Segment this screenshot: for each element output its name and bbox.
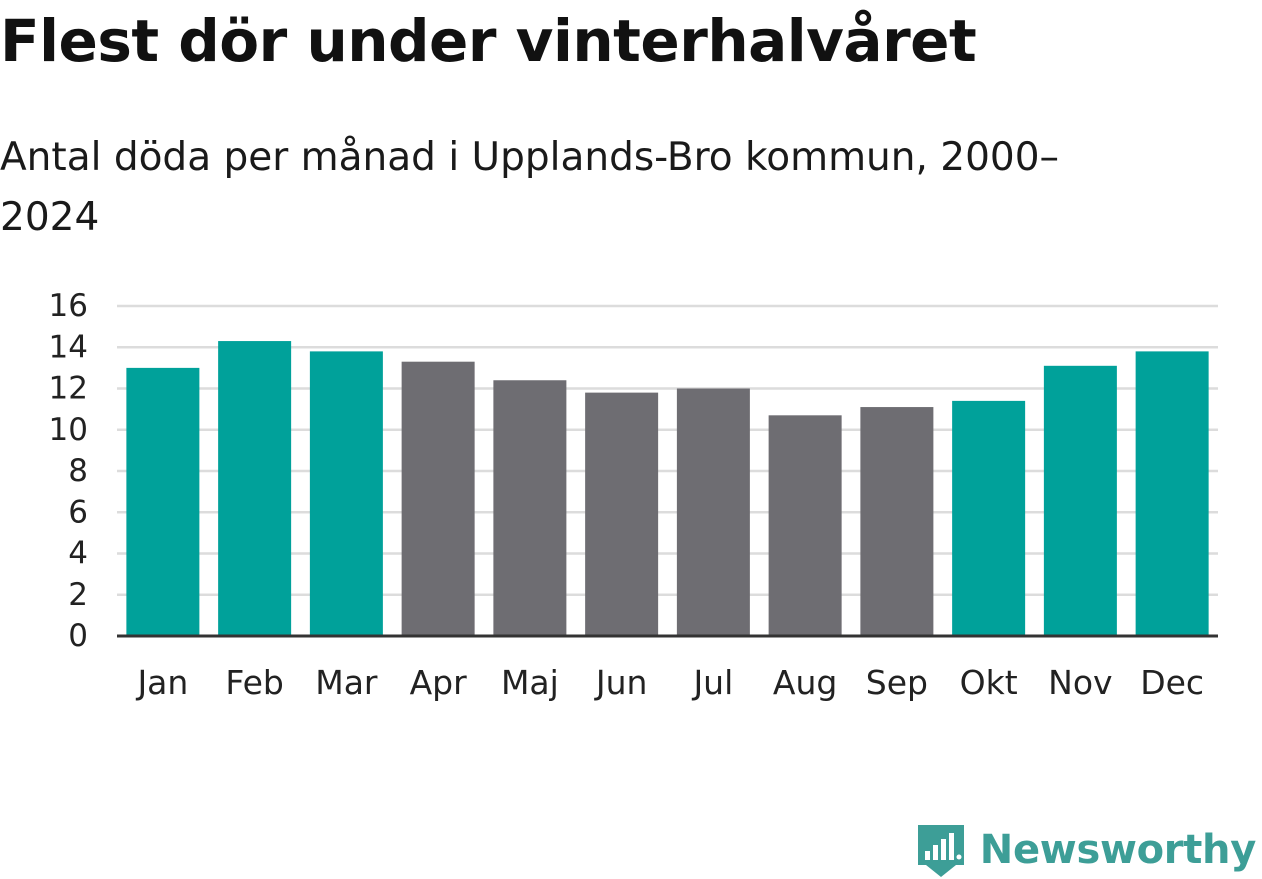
bar-mar xyxy=(309,351,383,637)
bar-chart: 0 2 4 6 8 10 12 14 16 Jan Feb Mar Apr Maj Jun Jul Aug Se… xyxy=(49,288,1218,702)
x-tick-label-jan: Jan xyxy=(135,663,188,702)
y-tick-label-16: 16 xyxy=(49,288,88,324)
y-tick-label-12: 12 xyxy=(49,371,88,407)
chart-subtitle: Antal döda per månad i Upplands-Bro komm… xyxy=(0,135,1060,240)
bar-okt xyxy=(952,400,1026,637)
bar-maj xyxy=(493,380,567,636)
x-tick-label-jul: Jul xyxy=(691,663,733,702)
x-tick-label-aug: Aug xyxy=(773,663,837,702)
x-tick-label-mar: Mar xyxy=(315,663,378,702)
newsworthy-logo-icon xyxy=(917,825,964,877)
x-tick-label-dec: Dec xyxy=(1140,663,1204,702)
y-tick-label-0: 0 xyxy=(68,618,88,654)
y-tick-label-6: 6 xyxy=(68,494,88,530)
y-tick-label-10: 10 xyxy=(49,412,88,448)
bar-apr xyxy=(401,361,475,636)
bar-jul xyxy=(676,388,750,636)
bar-nov xyxy=(1043,365,1117,636)
x-tick-label-nov: Nov xyxy=(1048,663,1112,702)
x-axis-ticks: Jan Feb Mar Apr Maj Jun Jul Aug Sep Okt Nov Dec xyxy=(135,663,1204,702)
x-tick-label-jun: Jun xyxy=(594,663,648,702)
x-tick-label-apr: Apr xyxy=(410,663,468,702)
brand-name: Newsworthy xyxy=(979,827,1257,873)
y-tick-label-4: 4 xyxy=(68,536,88,572)
x-tick-label-sep: Sep xyxy=(866,663,928,702)
gridlines xyxy=(117,304,1218,596)
y-tick-label-2: 2 xyxy=(68,577,88,613)
chart-area: 0 2 4 6 8 10 12 14 16 Jan Feb Mar Apr Maj Jun Jul Aug Se… xyxy=(0,270,1262,730)
brand: Newsworthy xyxy=(916,821,1256,879)
bar-feb xyxy=(218,341,292,636)
bar-jun xyxy=(585,392,659,636)
bar-jan xyxy=(126,367,200,637)
x-tick-label-maj: Maj xyxy=(501,663,559,702)
y-axis-ticks: 0 2 4 6 8 10 12 14 16 xyxy=(49,288,88,654)
y-tick-label-8: 8 xyxy=(68,453,88,489)
x-tick-label-feb: Feb xyxy=(225,663,283,702)
bars xyxy=(126,341,1209,637)
chart-title: Flest dör under vinterhalvåret xyxy=(0,7,977,75)
bar-sep xyxy=(860,407,934,636)
y-tick-label-14: 14 xyxy=(49,329,88,365)
x-tick-label-okt: Okt xyxy=(960,663,1018,702)
bar-aug xyxy=(768,415,842,636)
bar-dec xyxy=(1135,351,1209,637)
